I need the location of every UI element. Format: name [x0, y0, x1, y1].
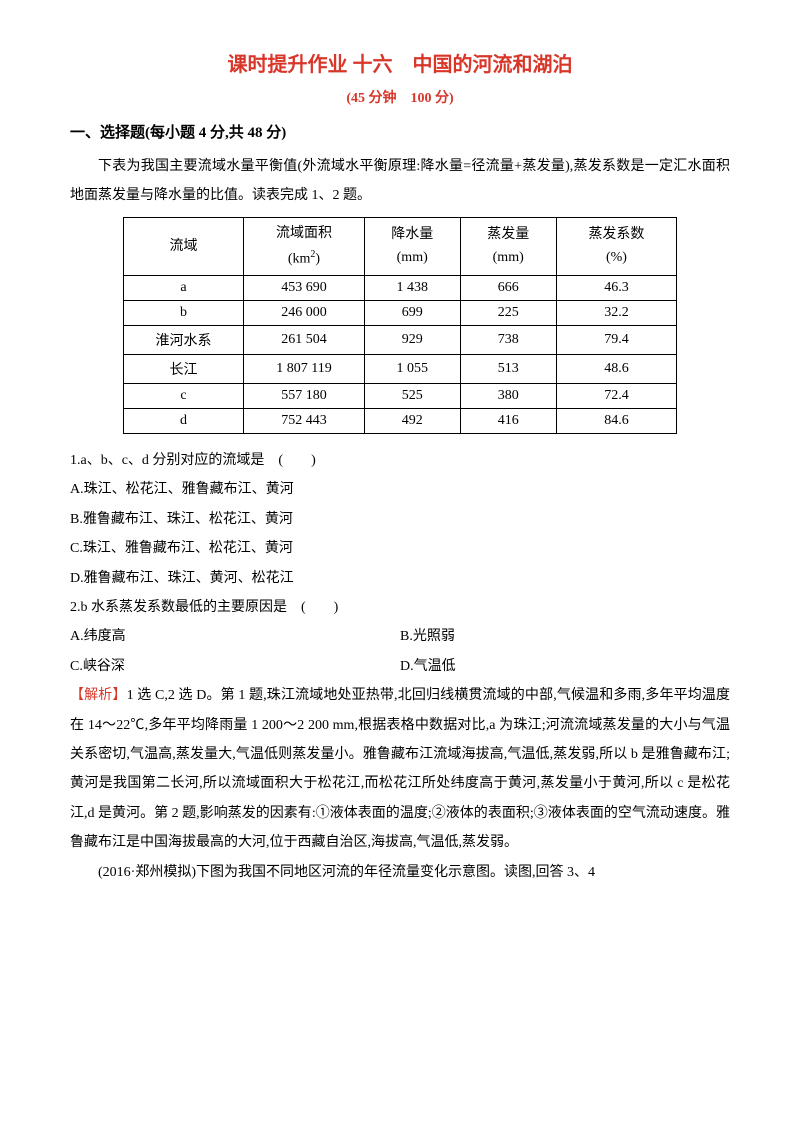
table-row: d 752 443 492 416 84.6 — [123, 409, 676, 434]
cell-precip: 699 — [364, 301, 460, 326]
table-row: c 557 180 525 380 72.4 — [123, 384, 676, 409]
table-row: 长江 1 807 119 1 055 513 48.6 — [123, 355, 676, 384]
q1-stem: 1.a、b、c、d 分别对应的流域是 ( ) — [70, 446, 730, 475]
cell-precip: 1 055 — [364, 355, 460, 384]
q2-row1: A.纬度高 B.光照弱 — [70, 622, 730, 651]
cell-name: a — [123, 276, 243, 301]
table-row: b 246 000 699 225 32.2 — [123, 301, 676, 326]
doc-title: 课时提升作业 十六 中国的河流和湖泊 — [70, 48, 730, 77]
th-basin-label: 流域 — [170, 239, 198, 254]
cell-evap: 666 — [460, 276, 556, 301]
th-precip: 降水量 (mm) — [364, 217, 460, 275]
cell-name: d — [123, 409, 243, 434]
th-coef-l1: 蒸发系数 — [588, 227, 644, 242]
q1-optA: A.珠江、松花江、雅鲁藏布江、黄河 — [70, 475, 730, 504]
cell-coef: 72.4 — [556, 384, 676, 409]
cell-precip: 1 438 — [364, 276, 460, 301]
q1-optC: C.珠江、雅鲁藏布江、松花江、黄河 — [70, 534, 730, 563]
th-area-l2b: ) — [315, 251, 320, 266]
th-area: 流域面积 (km2) — [244, 217, 364, 275]
section-heading: 一、选择题(每小题 4 分,共 48 分) — [70, 121, 730, 142]
cell-coef: 46.3 — [556, 276, 676, 301]
q2-stem: 2.b 水系蒸发系数最低的主要原因是 ( ) — [70, 593, 730, 622]
q2-optA: A.纬度高 — [70, 622, 400, 651]
cell-area: 261 504 — [244, 326, 364, 355]
th-evap-l1: 蒸发量 — [487, 227, 529, 242]
cell-area: 557 180 — [244, 384, 364, 409]
table-row: a 453 690 1 438 666 46.3 — [123, 276, 676, 301]
cell-name: c — [123, 384, 243, 409]
cell-evap: 380 — [460, 384, 556, 409]
cell-area: 752 443 — [244, 409, 364, 434]
intro-paragraph: 下表为我国主要流域水量平衡值(外流域水平衡原理:降水量=径流量+蒸发量),蒸发系… — [70, 152, 730, 211]
th-evap-l2: (mm) — [493, 250, 524, 265]
q2-optD: D.气温低 — [400, 652, 730, 681]
th-precip-l2: (mm) — [397, 250, 428, 265]
th-precip-l1: 降水量 — [391, 227, 433, 242]
q2-row2: C.峡谷深 D.气温低 — [70, 652, 730, 681]
cell-area: 1 807 119 — [244, 355, 364, 384]
table-row: 淮河水系 261 504 929 738 79.4 — [123, 326, 676, 355]
cell-coef: 48.6 — [556, 355, 676, 384]
doc-subtitle: (45 分钟 100 分) — [70, 87, 730, 107]
th-basin: 流域 — [123, 217, 243, 275]
cell-precip: 492 — [364, 409, 460, 434]
q2-optB: B.光照弱 — [400, 622, 730, 651]
q1-optD: D.雅鲁藏布江、珠江、黄河、松花江 — [70, 564, 730, 593]
q2-optC: C.峡谷深 — [70, 652, 400, 681]
th-coef-l2: (%) — [606, 250, 627, 265]
data-table: 流域 流域面积 (km2) 降水量 (mm) 蒸发量 — [123, 217, 677, 434]
explanation-paragraph: 【解析】1 选 C,2 选 D。第 1 题,珠江流域地处亚热带,北回归线横贯流域… — [70, 681, 730, 857]
explain-label: 【解析】 — [70, 688, 127, 703]
cell-area: 246 000 — [244, 301, 364, 326]
q1-optB: B.雅鲁藏布江、珠江、松花江、黄河 — [70, 505, 730, 534]
cell-area: 453 690 — [244, 276, 364, 301]
cell-evap: 513 — [460, 355, 556, 384]
table-header-row: 流域 流域面积 (km2) 降水量 (mm) 蒸发量 — [123, 217, 676, 275]
cell-coef: 84.6 — [556, 409, 676, 434]
cell-name: b — [123, 301, 243, 326]
th-area-l1: 流域面积 — [276, 226, 332, 241]
cell-evap: 416 — [460, 409, 556, 434]
cell-name: 淮河水系 — [123, 326, 243, 355]
cell-coef: 32.2 — [556, 301, 676, 326]
cell-coef: 79.4 — [556, 326, 676, 355]
cell-evap: 225 — [460, 301, 556, 326]
q34-intro: (2016·郑州模拟)下图为我国不同地区河流的年径流量变化示意图。读图,回答 3… — [70, 858, 730, 887]
th-coef: 蒸发系数 (%) — [556, 217, 676, 275]
th-area-l2a: (km — [288, 251, 311, 266]
th-evap: 蒸发量 (mm) — [460, 217, 556, 275]
explain-body: 1 选 C,2 选 D。第 1 题,珠江流域地处亚热带,北回归线横贯流域的中部,… — [70, 688, 730, 850]
page: 课时提升作业 十六 中国的河流和湖泊 (45 分钟 100 分) 一、选择题(每… — [0, 0, 800, 1132]
cell-precip: 525 — [364, 384, 460, 409]
cell-precip: 929 — [364, 326, 460, 355]
cell-evap: 738 — [460, 326, 556, 355]
cell-name: 长江 — [123, 355, 243, 384]
